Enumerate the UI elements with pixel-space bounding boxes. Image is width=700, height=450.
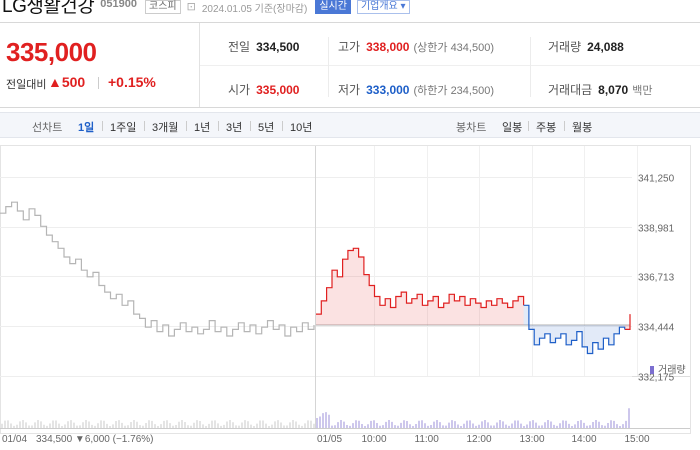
- stat-value: 333,000: [366, 83, 410, 97]
- stat-low: 저가 333,000 (하한가 234,500): [338, 81, 494, 98]
- prev-day-line: [0, 201, 315, 337]
- volume-legend-label: 거래량: [658, 364, 686, 376]
- price-summary: 335,000 전일대비 ▲500 +0.15% 전일 334,500 고가 338…: [0, 22, 700, 108]
- stat-label: 시가: [228, 83, 251, 97]
- stat-trade-value: 거래대금 8,070 백만: [548, 81, 652, 98]
- x-tick-label: 13:00: [520, 434, 545, 445]
- stats-col-divider: [530, 37, 531, 97]
- chart-frame: [0, 145, 691, 434]
- chevron-down-icon: ▾: [400, 1, 406, 12]
- stat-label: 고가: [338, 40, 361, 54]
- stock-code: 051900: [100, 0, 137, 10]
- tab-divider: [144, 121, 145, 131]
- tab-1week[interactable]: 1주일: [110, 122, 137, 134]
- stats-col-divider: [328, 37, 329, 97]
- up-area: [316, 248, 524, 325]
- tab-10years[interactable]: 10년: [290, 122, 313, 134]
- y-tick-label: 338,981: [638, 224, 675, 235]
- x-tick-label: 15:00: [625, 434, 650, 445]
- prev-date-label: 01/04: [2, 434, 27, 445]
- realtime-button[interactable]: 실시간: [315, 0, 351, 14]
- x-tick-label: 12:00: [467, 434, 492, 445]
- current-price-block: 335,000 전일대비 ▲500 +0.15%: [0, 23, 200, 107]
- change-amount: ▲500: [48, 74, 85, 90]
- stat-value: 335,000: [256, 83, 300, 97]
- y-tick-label: 334,444: [638, 323, 675, 334]
- tab-3months[interactable]: 3개월: [152, 122, 179, 134]
- stat-label: 거래대금: [548, 83, 593, 97]
- tab-monthly-candle[interactable]: 월봉: [572, 122, 593, 134]
- tab-divider: [102, 121, 103, 131]
- x-tick-label: 11:00: [415, 434, 440, 445]
- change-amount-value: 500: [61, 74, 86, 90]
- candle-chart-label: 봉차트: [456, 122, 487, 134]
- stat-label: 전일: [228, 40, 251, 54]
- stock-title-bar: LG생활건강 051900 코스피 ⊡ 2024.01.05 기준(장마감) 실…: [0, 0, 700, 17]
- period-tabs: 선차트 1일 1주일 3개월 1년 3년 5년 10년 봉차트 일봉 주봉 월봉: [0, 112, 700, 138]
- stat-value: 8,070: [598, 83, 629, 97]
- tab-5years[interactable]: 5년: [258, 122, 275, 134]
- stock-name[interactable]: LG생활건강: [2, 0, 95, 17]
- stats-row-divider: [200, 65, 700, 66]
- company-overview-label: 기업개요: [360, 1, 398, 12]
- y-tick-label: 332,175: [638, 373, 675, 384]
- stat-sub: (하한가 234,500): [413, 85, 494, 97]
- y-tick-label: 336,713: [638, 273, 675, 284]
- change-label: 전일대비: [6, 79, 47, 91]
- volume-legend-swatch: [650, 366, 654, 374]
- stat-volume: 거래량 24,088: [548, 38, 624, 55]
- line-chart-label: 선차트: [32, 122, 63, 134]
- stat-prev-close: 전일 334,500: [228, 38, 299, 55]
- tab-3years[interactable]: 3년: [226, 122, 243, 134]
- today-up-line: [316, 247, 525, 315]
- prev-close-label: 334,500 ▼6,000 (−1.76%): [36, 434, 153, 445]
- stat-open: 시가 335,000: [228, 81, 299, 98]
- stat-label: 저가: [338, 83, 361, 97]
- stat-value: 24,088: [587, 40, 624, 54]
- today-down-line: [523, 304, 626, 355]
- stat-value: 338,000: [366, 40, 410, 54]
- change-divider: [98, 77, 99, 89]
- y-tick-label: 341,250: [638, 174, 675, 185]
- company-overview-button[interactable]: 기업개요 ▾: [356, 0, 410, 14]
- clock-icon: ⊡: [186, 1, 196, 13]
- today-date-label: 01/05: [317, 434, 342, 445]
- today-up-line: [624, 314, 631, 330]
- stat-high: 고가 338,000 (상한가 434,500): [338, 38, 494, 55]
- tab-divider: [186, 121, 187, 131]
- x-tick-label: 10:00: [362, 434, 387, 445]
- tab-weekly-candle[interactable]: 주봉: [536, 122, 557, 134]
- stat-unit: 백만: [632, 85, 653, 97]
- x-tick-label: 14:00: [572, 434, 597, 445]
- down-area: [523, 305, 625, 354]
- tab-1day[interactable]: 1일: [78, 122, 95, 134]
- tab-divider: [528, 121, 529, 131]
- tab-daily-candle[interactable]: 일봉: [502, 122, 523, 134]
- current-price: 335,000: [6, 37, 97, 67]
- up-area: [624, 314, 630, 330]
- stat-sub: (상한가 434,500): [413, 42, 494, 54]
- tab-divider: [250, 121, 251, 131]
- up-arrow-icon: ▲: [48, 74, 62, 90]
- tab-divider: [218, 121, 219, 131]
- tab-1year[interactable]: 1년: [194, 122, 211, 134]
- tab-divider: [282, 121, 283, 131]
- stat-value: 334,500: [256, 40, 300, 54]
- date-info: 2024.01.05 기준(장마감): [201, 3, 308, 15]
- tab-divider: [564, 121, 565, 131]
- market-badge: 코스피: [145, 0, 181, 14]
- stat-label: 거래량: [548, 40, 582, 54]
- change-percent: +0.15%: [108, 74, 156, 90]
